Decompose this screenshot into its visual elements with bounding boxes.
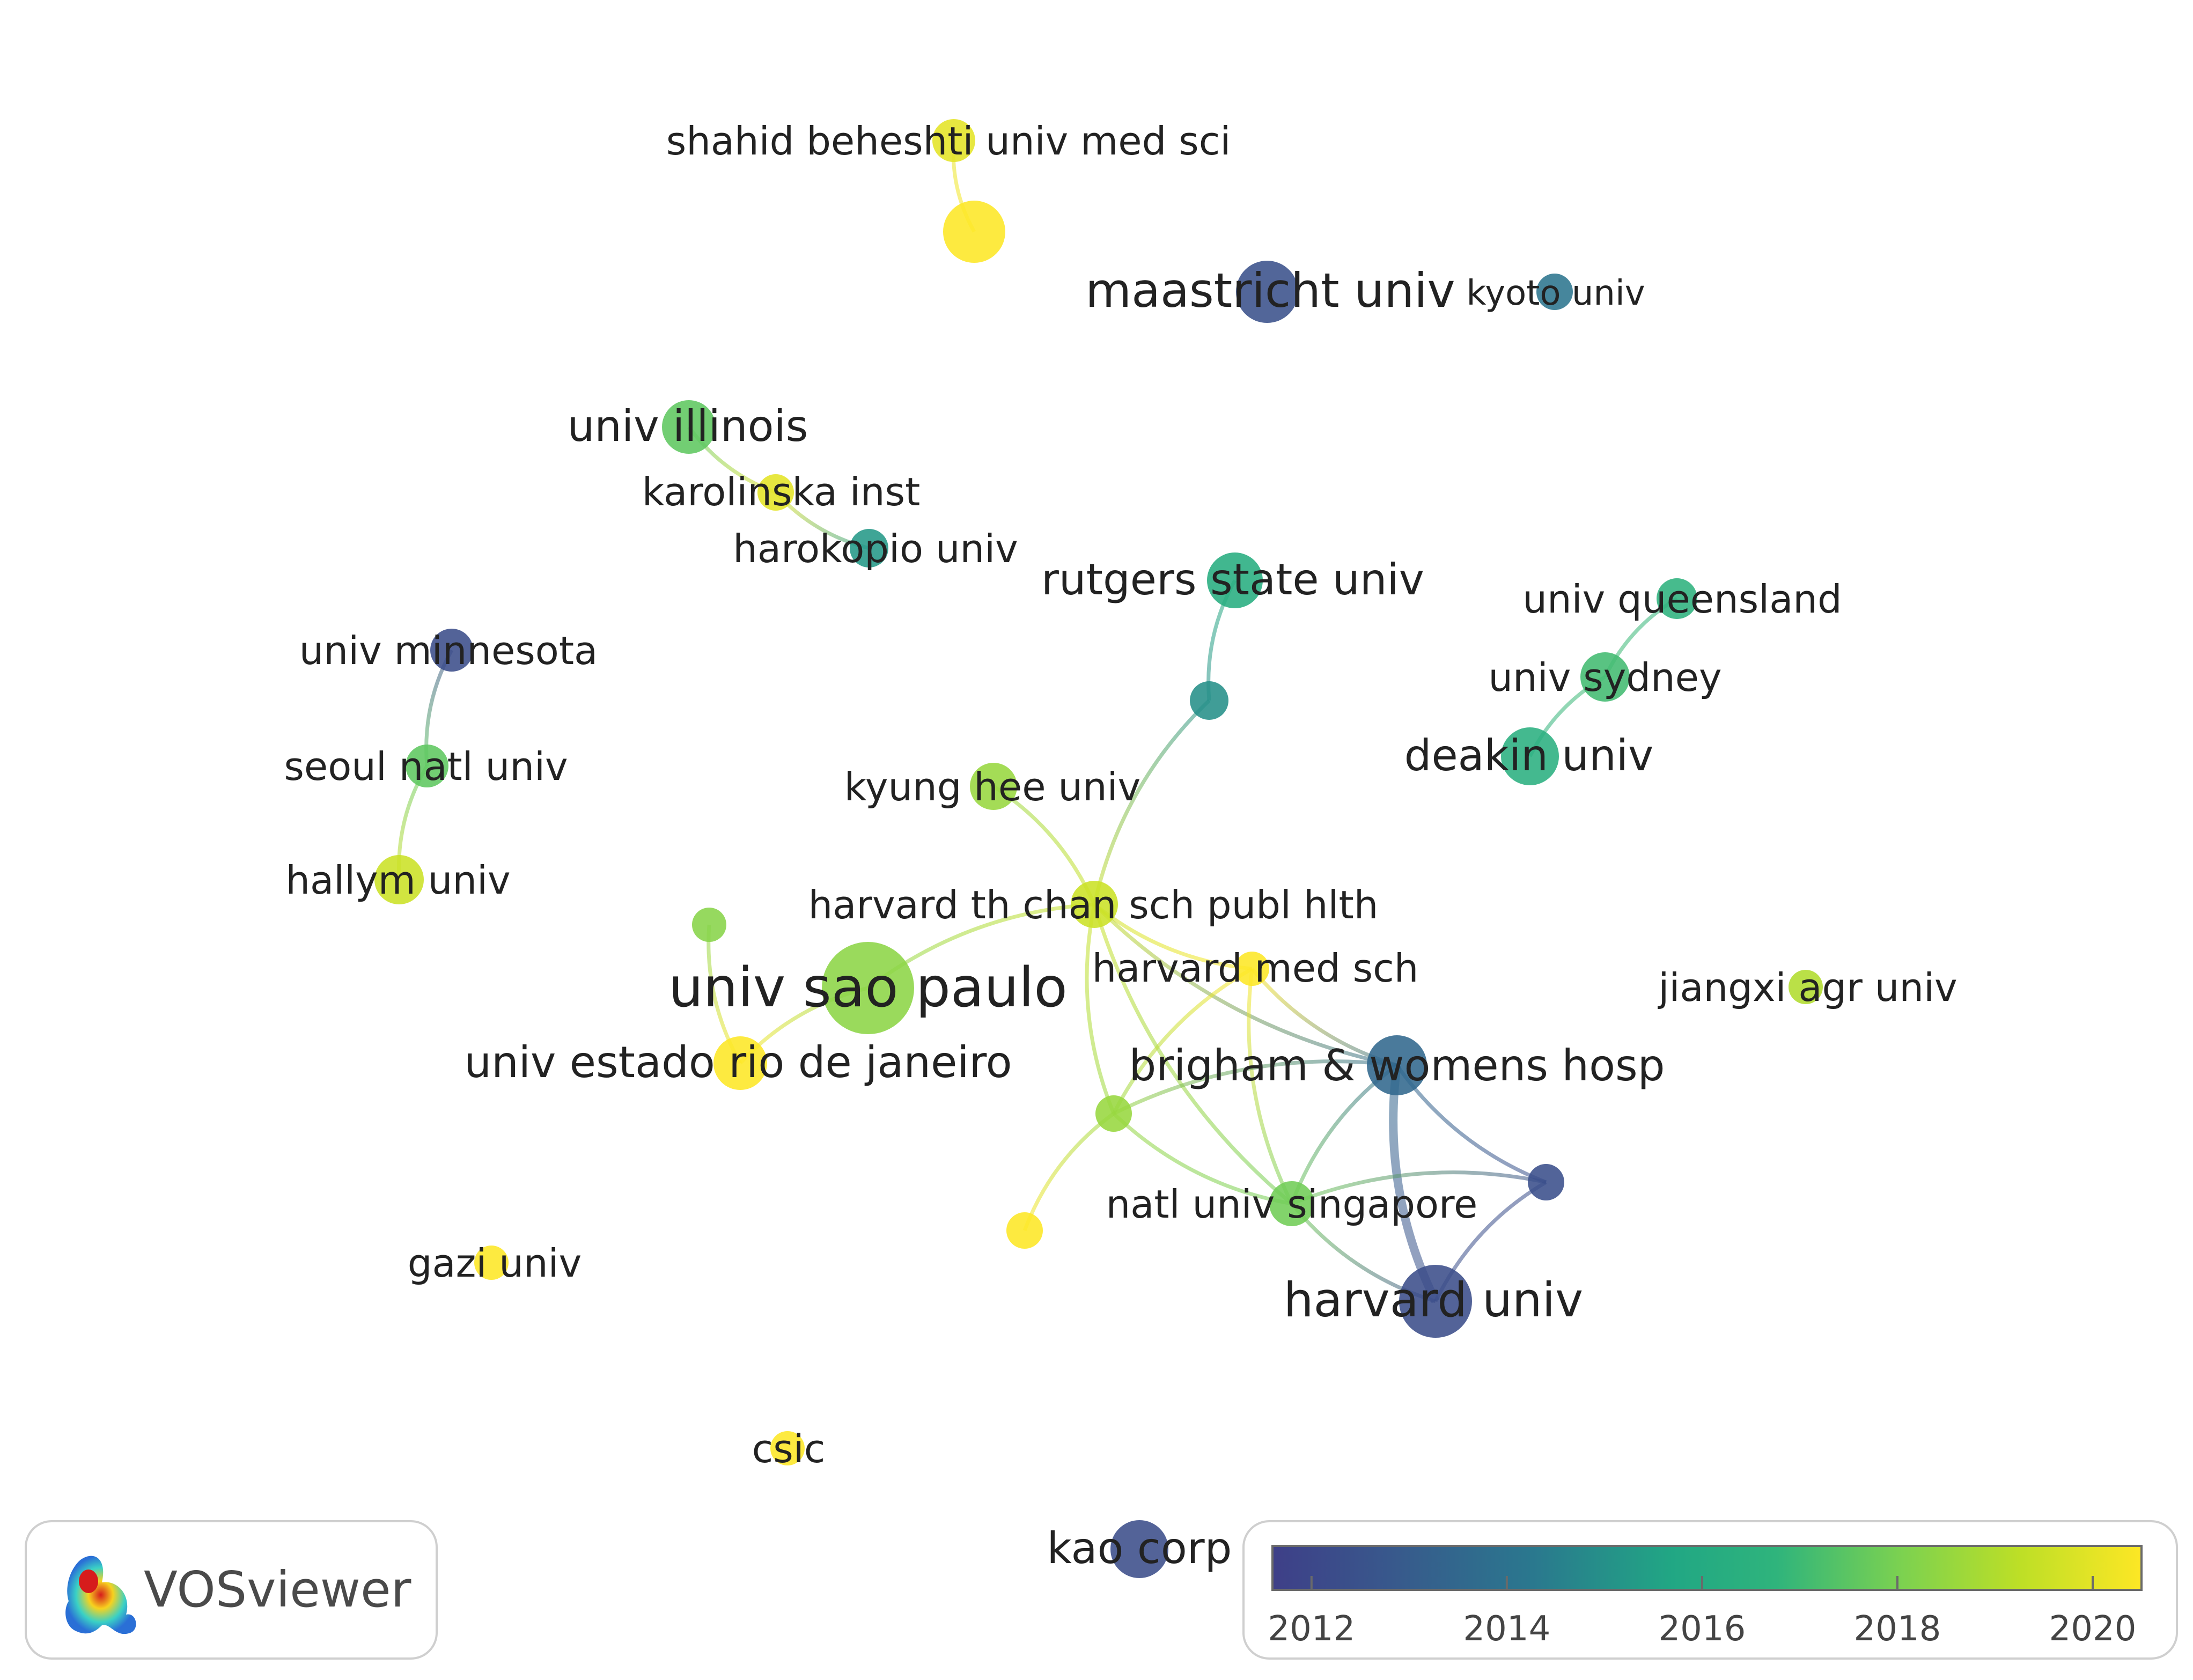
node-label-sydney[interactable]: univ sydney [1488,655,1721,700]
node-label-hallym[interactable]: hallym univ [285,858,510,903]
nodes-layer [374,119,1823,1578]
link-unlabeled-mid-unlabeled-yellow [1022,1112,1115,1232]
node-harokopio[interactable] [850,529,888,568]
link-unlabeled-purple-nus [1291,1170,1547,1206]
node-harvard-univ[interactable] [1399,1265,1472,1338]
node-jiangxi[interactable] [1789,970,1823,1004]
legend-tick-label: 2018 [1854,1609,1941,1649]
node-label-shahid[interactable]: shahid beheshti univ med sci [666,119,1231,164]
node-shahid[interactable] [932,119,975,162]
node-harvard-med[interactable] [1235,952,1269,986]
node-brigham[interactable] [1367,1035,1427,1095]
node-kao[interactable] [1110,1520,1168,1578]
link-harvard-med-unlabeled-mid [1112,967,1253,1115]
node-label-harokopio[interactable]: harokopio univ [733,526,1018,571]
link-harvard-th-brigham [1093,903,1397,1067]
node-rio[interactable] [713,1036,767,1090]
node-label-maastricht[interactable]: maastricht univ [1085,263,1455,318]
node-label-gazi[interactable]: gazi univ [408,1241,582,1286]
node-seoul[interactable] [406,745,448,787]
node-label-rutgers[interactable]: rutgers state univ [1041,555,1424,605]
node-label-seoul[interactable]: seoul natl univ [284,744,568,789]
node-label-harvard-med[interactable]: harvard med sch [1092,946,1419,991]
node-unlabeled-sao[interactable] [692,908,726,942]
node-label-nus[interactable]: natl univ singapore [1106,1182,1478,1227]
node-label-minnesota[interactable]: univ minnesota [299,628,598,673]
node-kyoto[interactable] [1536,274,1573,310]
legend-tick-label: 2012 [1268,1609,1355,1649]
link-harvard-th-nus [1092,903,1293,1205]
vosviewer-density-icon [65,1556,136,1634]
node-label-kyunghee[interactable]: kyung hee univ [844,764,1141,809]
node-unlabeled-rutgers[interactable] [1190,681,1228,720]
node-kyunghee[interactable] [970,763,1017,810]
node-label-csic[interactable]: csic [752,1426,826,1471]
legend-color-bar [1271,1545,2143,1591]
node-label-illinois[interactable]: univ illinois [568,401,808,451]
node-label-brigham[interactable]: brigham & womens hosp [1129,1041,1665,1090]
node-csic[interactable] [770,1431,805,1465]
links-layer [397,140,1678,1303]
node-label-karolinska[interactable]: karolinska inst [642,469,921,514]
link-brigham-unlabeled-mid [1113,1059,1397,1116]
node-label-kao[interactable]: kao corp [1047,1523,1232,1573]
node-label-deakin[interactable]: deakin univ [1404,731,1654,780]
node-label-jiangxi[interactable]: jiangxi agr univ [1657,965,1957,1010]
labels-layer: shahid beheshti univ med sci maastricht u… [284,119,1957,1573]
link-harvard-th-unlabeled-mid [1085,904,1116,1115]
node-unlabeled-top[interactable] [943,201,1005,263]
node-sao-paulo[interactable] [822,942,914,1034]
legend-tick-label: 2020 [2049,1609,2137,1649]
node-sydney[interactable] [1580,652,1630,702]
node-label-harvard-th[interactable]: harvard th chan sch publ hlth [808,882,1379,927]
legend-tick-label: 2014 [1463,1609,1550,1649]
node-label-kyoto[interactable]: kyoto univ [1466,274,1645,313]
node-unlabeled-purple[interactable] [1528,1164,1564,1200]
node-label-harvard-univ[interactable]: harvard univ [1284,1272,1583,1328]
node-deakin[interactable] [1501,727,1559,785]
node-rutgers[interactable] [1207,552,1263,608]
node-label-queensland[interactable]: univ queensland [1522,577,1842,622]
legend-ticks: 2012 2014 2016 2018 2020 [1268,1576,2136,1649]
node-label-rio[interactable]: univ estado rio de janeiro [464,1037,1012,1087]
node-hallym[interactable] [374,855,424,904]
node-label-sao-paulo[interactable]: univ sao paulo [668,956,1068,1020]
link-unlabeled-rutgers-harvard-th [1092,699,1211,905]
node-illinois[interactable] [662,400,716,454]
node-harvard-th[interactable] [1071,881,1118,928]
link-harvard-med-nus [1247,968,1294,1205]
node-unlabeled-mid[interactable] [1095,1095,1132,1132]
node-nus[interactable] [1269,1181,1314,1226]
node-unlabeled-yellow[interactable] [1006,1212,1043,1249]
node-minnesota[interactable] [430,629,473,672]
node-maastricht[interactable] [1236,261,1298,323]
vosviewer-logo-text: VOSviewer [144,1561,411,1618]
node-queensland[interactable] [1657,578,1697,619]
node-gazi[interactable] [474,1246,509,1280]
year-color-legend: 2012 2014 2016 2018 2020 [1242,1520,2178,1660]
link-unlabeled-mid-nus [1112,1112,1292,1206]
node-karolinska[interactable] [757,474,794,511]
legend-tick-label: 2016 [1658,1609,1746,1649]
vosviewer-logo[interactable]: VOSviewer [25,1520,438,1660]
